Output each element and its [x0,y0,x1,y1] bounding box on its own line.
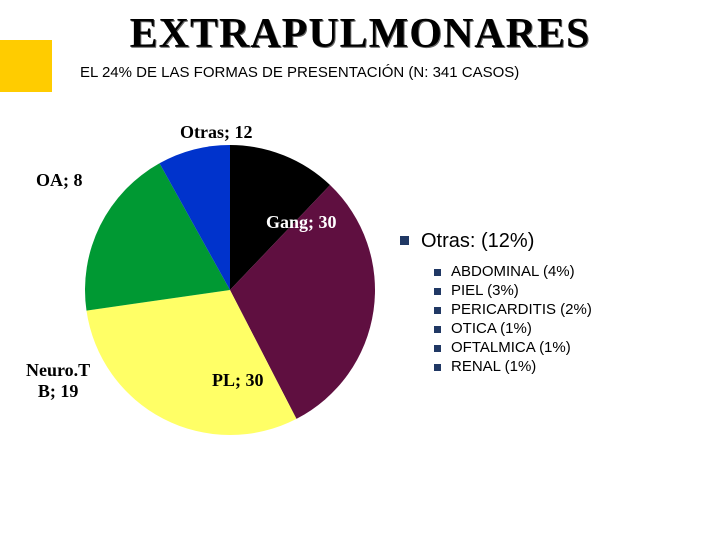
list-item-label: PIEL (3%) [451,282,519,299]
pie-svg [80,140,380,440]
list-item: OTICA (1%) [434,320,700,337]
bullet-icon [400,236,409,245]
list-item-label: PERICARDITIS (2%) [451,301,592,318]
list-item: PERICARDITIS (2%) [434,301,700,318]
page-title: EXTRAPULMONARES [0,10,720,58]
pie-slice-label: OA; 8 [36,170,83,191]
pie-slice-label: Otras; 12 [180,122,252,143]
list-item-label: ABDOMINAL (4%) [451,263,575,280]
pie-slice-label: Gang; 30 [266,212,337,233]
list-item-label: OTICA (1%) [451,320,532,337]
list-item: OFTALMICA (1%) [434,339,700,356]
bullet-icon [434,269,441,276]
list-item: RENAL (1%) [434,358,700,375]
list-item-label: OFTALMICA (1%) [451,339,571,356]
bullet-icon [434,288,441,295]
page-subtitle: EL 24% DE LAS FORMAS DE PRESENTACIÓN (N:… [80,64,519,81]
side-list-heading-row: Otras: (12%) [400,230,700,253]
pie-chart: Otras; 12Gang; 30PL; 30Neuro.T B; 19OA; … [80,140,380,440]
bullet-icon [434,326,441,333]
side-list: Otras: (12%) ABDOMINAL (4%) PIEL (3%) PERI… [400,230,700,377]
bullet-icon [434,307,441,314]
pie-slice-label: PL; 30 [212,370,264,391]
list-item: PIEL (3%) [434,282,700,299]
side-list-heading: Otras: (12%) [421,230,534,253]
list-item-label: RENAL (1%) [451,358,536,375]
bullet-icon [434,364,441,371]
side-sublist: ABDOMINAL (4%) PIEL (3%) PERICARDITIS (2%)… [434,263,700,375]
list-item: ABDOMINAL (4%) [434,263,700,280]
pie-slice-label: Neuro.T B; 19 [26,360,90,402]
bullet-icon [434,345,441,352]
